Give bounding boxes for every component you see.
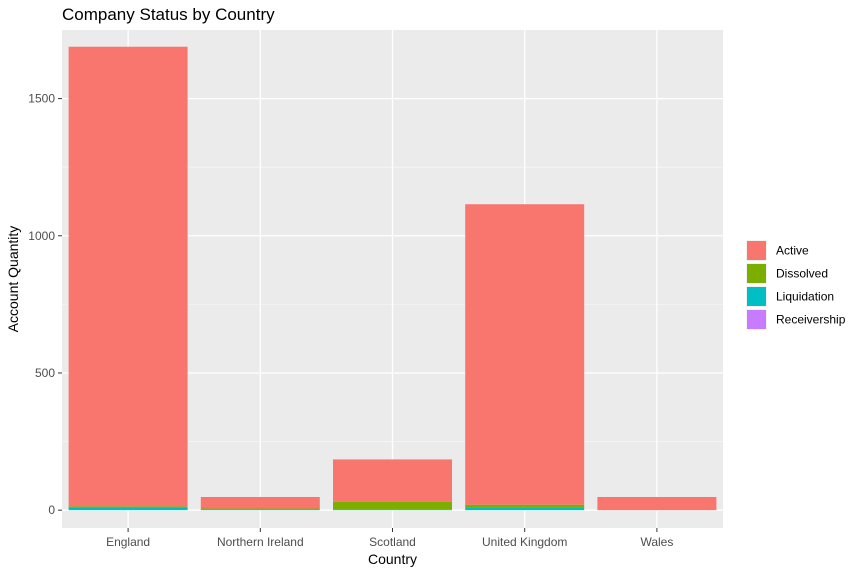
y-axis: 0 500 1000 1500 [28, 92, 62, 517]
bar-active-wales [597, 496, 717, 511]
y-tick-label: 1500 [28, 92, 55, 106]
bar-liquidation-scotland [333, 509, 452, 511]
legend-label-dissolved: Dissolved [776, 267, 828, 281]
legend-label-receivership: Receivership [776, 313, 846, 327]
x-axis: England Northern Ireland Scotland United Ki… [106, 528, 673, 549]
x-tick-label: England [106, 535, 150, 549]
y-tick-label: 0 [48, 503, 55, 517]
bar-active-northern-ireland [200, 496, 320, 509]
y-tick-label: 500 [35, 366, 55, 380]
legend-label-active: Active [776, 244, 809, 258]
bar-liquidation-england [68, 507, 188, 511]
x-tick-label: Northern Ireland [217, 535, 304, 549]
bar-liquidation-northern-ireland [200, 509, 320, 511]
y-tick-label: 1000 [28, 229, 55, 243]
bar-dissolved-england [68, 506, 188, 508]
bar-dissolved-united-kingdom [465, 504, 585, 508]
legend-label-liquidation: Liquidation [776, 290, 834, 304]
bar-active-united-kingdom [465, 204, 585, 505]
legend-swatch-active [747, 241, 766, 260]
bars [68, 46, 717, 511]
bar-active-scotland [333, 459, 452, 502]
x-tick-label: United Kingdom [482, 535, 567, 549]
chart-title: Company Status by Country [62, 5, 275, 24]
legend: Active Dissolved Liquidation Receivership [746, 240, 846, 330]
legend-swatch-receivership [747, 310, 766, 329]
x-tick-label: Scotland [369, 535, 416, 549]
legend-swatch-dissolved [747, 264, 766, 283]
bar-dissolved-northern-ireland [200, 508, 320, 510]
y-axis-title: Account Quantity [5, 226, 21, 333]
legend-swatch-liquidation [747, 287, 766, 306]
bar-active-england [68, 46, 188, 507]
bar-liquidation-united-kingdom [465, 507, 585, 511]
bar-dissolved-scotland [333, 501, 452, 510]
x-tick-label: Wales [640, 535, 673, 549]
x-axis-title: Country [368, 551, 417, 567]
